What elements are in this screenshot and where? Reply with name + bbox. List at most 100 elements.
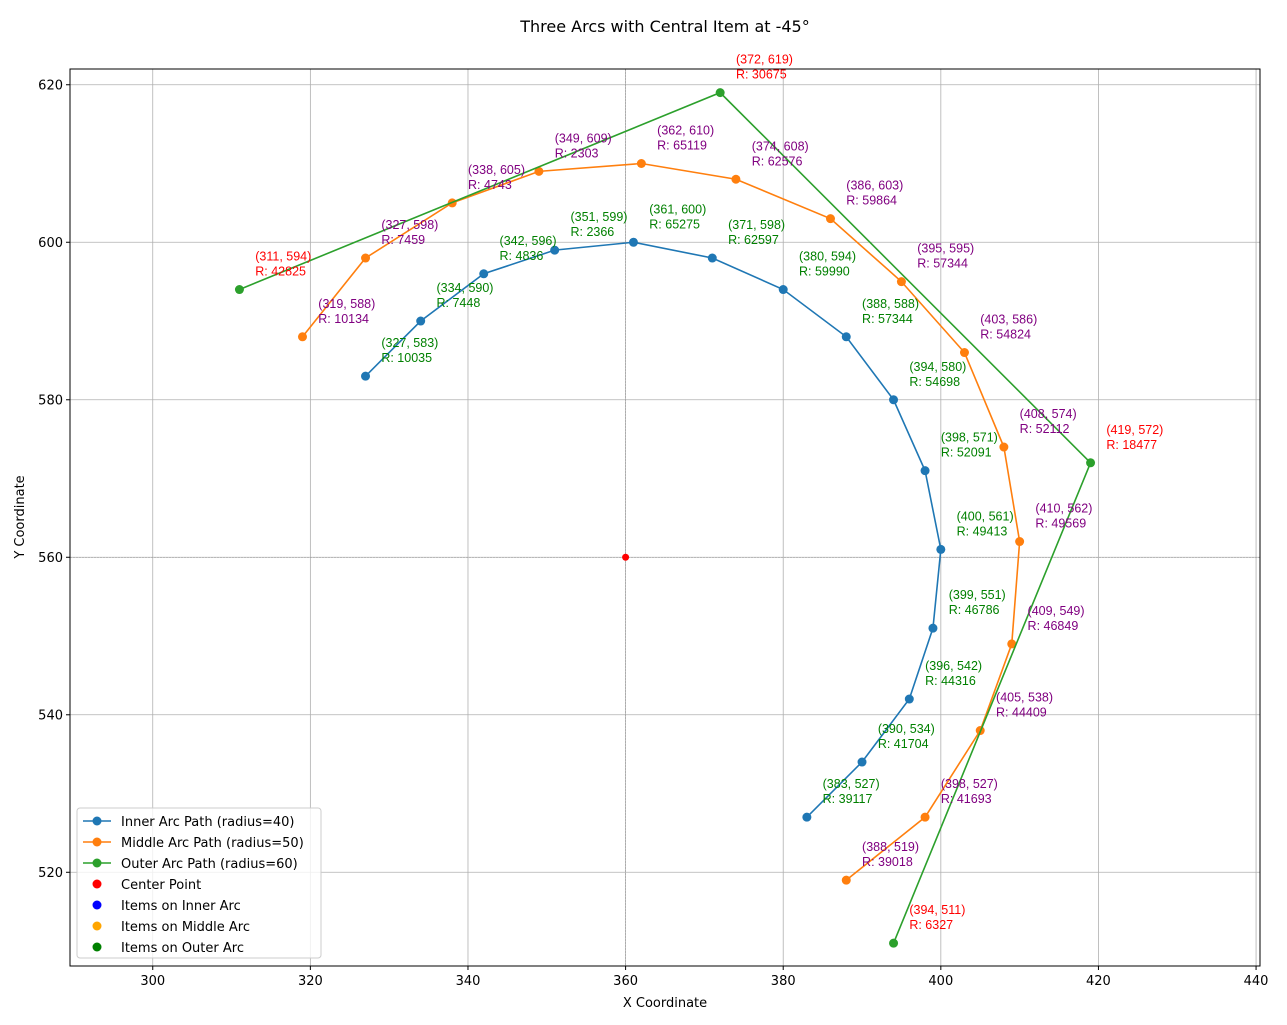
legend-label: Items on Outer Arc bbox=[121, 941, 244, 956]
axes-frame bbox=[69, 68, 1261, 967]
data-point bbox=[416, 316, 426, 326]
data-point bbox=[731, 174, 741, 184]
x-axis-label: X Coordinate bbox=[623, 996, 707, 1011]
data-point bbox=[825, 214, 835, 224]
legend-marker bbox=[92, 816, 102, 826]
data-point bbox=[361, 371, 371, 381]
point-label: (399, 551) R: 46786 bbox=[949, 588, 1006, 617]
series-line bbox=[239, 91, 1092, 944]
point-label: (400, 561) R: 49413 bbox=[957, 509, 1014, 538]
data-point bbox=[715, 88, 725, 98]
x-tick-label: 420 bbox=[1086, 974, 1111, 989]
data-point bbox=[959, 348, 969, 358]
x-tick-label: 400 bbox=[928, 974, 953, 989]
data-point bbox=[1007, 639, 1017, 649]
point-label: (405, 538) R: 44409 bbox=[996, 691, 1053, 720]
data-point bbox=[920, 812, 930, 822]
point-label: (419, 572) R: 18477 bbox=[1106, 423, 1163, 452]
point-label: (409, 549) R: 46849 bbox=[1028, 604, 1085, 633]
point-label: (374, 608) R: 62576 bbox=[752, 139, 809, 168]
legend-label: Middle Arc Path (radius=50) bbox=[121, 836, 304, 851]
point-label: (388, 588) R: 57344 bbox=[862, 297, 919, 326]
legend-label: Items on Middle Arc bbox=[121, 920, 250, 935]
data-point bbox=[636, 159, 646, 169]
legend: Inner Arc Path (radius=40) Middle Arc Pat… bbox=[76, 807, 322, 959]
data-point bbox=[550, 245, 560, 255]
legend-marker bbox=[92, 879, 102, 889]
point-label: (396, 542) R: 44316 bbox=[925, 659, 982, 688]
point-label: (408, 574) R: 52112 bbox=[1020, 407, 1077, 436]
legend-box bbox=[76, 807, 322, 959]
y-tick-label: 600 bbox=[38, 236, 63, 251]
point-label: (338, 605) R: 4743 bbox=[468, 163, 525, 192]
point-label: (395, 595) R: 57344 bbox=[917, 242, 974, 271]
point-label: (403, 586) R: 54824 bbox=[980, 313, 1037, 342]
point-label: (311, 594) R: 42825 bbox=[255, 250, 311, 279]
legend-label: Outer Arc Path (radius=60) bbox=[121, 857, 298, 872]
data-point bbox=[778, 285, 788, 295]
point-label: (334, 590) R: 7448 bbox=[436, 281, 493, 310]
legend-label: Items on Inner Arc bbox=[121, 899, 241, 914]
y-axis-label: Y Coordinate bbox=[13, 475, 28, 559]
data-point bbox=[361, 253, 371, 263]
legend-marker bbox=[92, 858, 102, 868]
point-label: (410, 562) R: 49569 bbox=[1035, 502, 1092, 531]
point-label: (362, 610) R: 65119 bbox=[657, 124, 714, 153]
legend-marker bbox=[92, 837, 102, 847]
series-2 bbox=[234, 88, 1096, 948]
point-label: (390, 534) R: 41704 bbox=[878, 722, 935, 751]
data-point bbox=[857, 757, 867, 767]
y-tick-label: 560 bbox=[38, 551, 63, 566]
data-point bbox=[889, 395, 899, 405]
ticks: 300 320 340 360 380 400 420 440 520 540 560 580 600 6… bbox=[38, 78, 1268, 989]
data-point bbox=[920, 466, 930, 476]
point-label: (394, 511) R: 6327 bbox=[909, 903, 965, 932]
point-label: (398, 571) R: 52091 bbox=[941, 431, 998, 460]
point-label: (398, 527) R: 41693 bbox=[941, 777, 998, 806]
data-point bbox=[928, 623, 938, 633]
chart-title: Three Arcs with Central Item at -45° bbox=[519, 17, 809, 36]
data-point bbox=[628, 237, 638, 247]
point-label: (372, 619) R: 30675 bbox=[736, 53, 793, 82]
y-tick-label: 620 bbox=[38, 78, 63, 93]
data-point bbox=[889, 938, 899, 948]
data-point bbox=[534, 166, 544, 176]
point-label: (361, 600) R: 65275 bbox=[649, 202, 706, 231]
point-label: (327, 583) R: 10035 bbox=[381, 336, 438, 365]
x-tick-label: 440 bbox=[1244, 974, 1269, 989]
data-point bbox=[234, 285, 244, 295]
data-point bbox=[297, 332, 307, 342]
legend-marker bbox=[92, 942, 102, 952]
x-tick-label: 360 bbox=[613, 974, 638, 989]
data-point bbox=[841, 332, 851, 342]
legend-marker bbox=[92, 921, 102, 931]
point-label: (327, 598) R: 7459 bbox=[381, 218, 438, 247]
legend-label: Center Point bbox=[121, 878, 201, 893]
y-tick-label: 540 bbox=[38, 708, 63, 723]
point-label: (342, 596) R: 4836 bbox=[500, 234, 557, 263]
data-point bbox=[936, 544, 946, 554]
data-point bbox=[707, 253, 717, 263]
plot-area: (327, 583) R: 10035 (334, 590) R: 7448(342,… bbox=[234, 53, 1163, 948]
data-point bbox=[999, 442, 1009, 452]
series-1 bbox=[297, 159, 1025, 885]
point-label: (371, 598) R: 62597 bbox=[728, 218, 785, 247]
x-tick-label: 300 bbox=[140, 974, 165, 989]
y-tick-label: 520 bbox=[38, 866, 63, 881]
x-tick-label: 340 bbox=[456, 974, 481, 989]
point-label: (394, 580) R: 54698 bbox=[909, 360, 966, 389]
legend-marker bbox=[92, 900, 102, 910]
x-tick-label: 320 bbox=[298, 974, 323, 989]
data-point bbox=[802, 812, 812, 822]
point-label: (388, 519) R: 39018 bbox=[862, 840, 919, 869]
data-point bbox=[479, 269, 489, 279]
data-point bbox=[896, 277, 906, 287]
point-label: (386, 603) R: 59864 bbox=[846, 179, 903, 208]
data-point bbox=[904, 694, 914, 704]
series-0 bbox=[361, 237, 946, 822]
point-label: (349, 609) R: 2303 bbox=[555, 131, 612, 160]
data-point bbox=[1015, 537, 1025, 547]
data-point bbox=[841, 875, 851, 885]
legend-label: Inner Arc Path (radius=40) bbox=[121, 815, 294, 830]
